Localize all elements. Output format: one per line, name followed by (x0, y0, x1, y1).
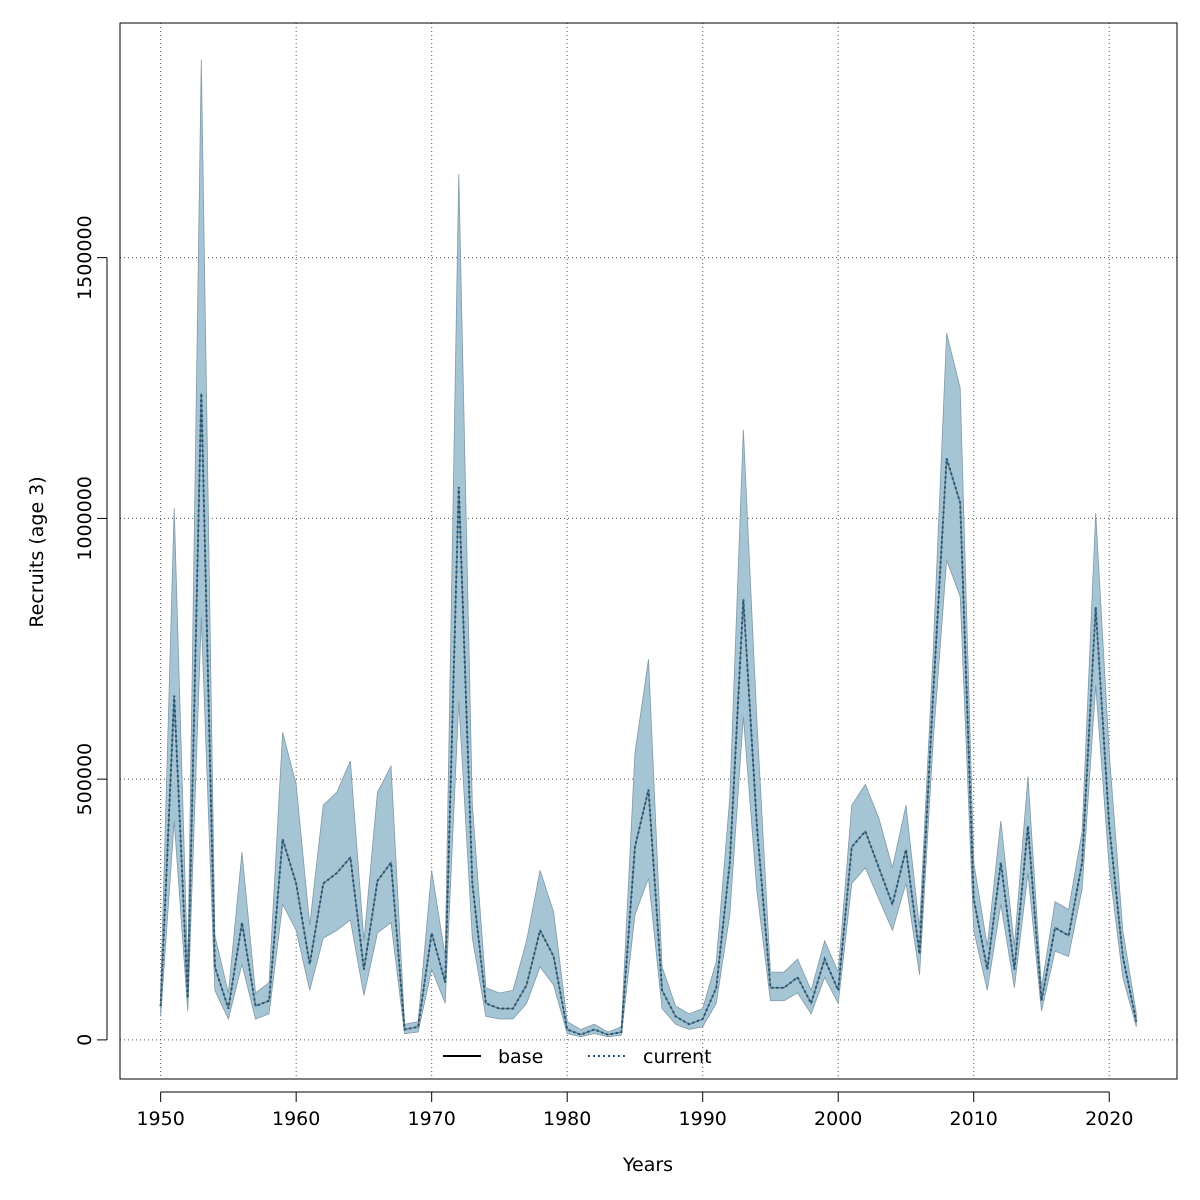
x-tick-label-5: 2000 (814, 1108, 862, 1130)
confidence-band (160, 59, 1137, 1038)
x-tick-label-7: 2020 (1085, 1108, 1133, 1130)
y-tick-label-3: 1500000 (74, 215, 96, 300)
x-axis: 1950 1960 1970 1980 1990 2000 2010 2020 (136, 1091, 1133, 1130)
legend-label-base: base (498, 1046, 543, 1068)
x-tick-label-0: 1950 (136, 1108, 184, 1130)
x-tick-label-3: 1980 (543, 1108, 591, 1130)
x-tick-label-6: 2010 (950, 1108, 998, 1130)
x-tick-label-2: 1970 (407, 1108, 455, 1130)
x-tick-label-4: 1990 (679, 1108, 727, 1130)
legend: base current (443, 1046, 712, 1068)
series-layer (159, 393, 1138, 1036)
plot-frame (119, 22, 1178, 1080)
y-axis-title: Recruits (age 3) (26, 476, 48, 627)
y-axis: 0 500000 1000000 1500000 (74, 215, 108, 1046)
confidence-band-layer (160, 59, 1137, 1038)
legend-label-current: current (643, 1046, 712, 1068)
series-line-current (159, 393, 1138, 1036)
y-tick-label-0: 0 (74, 1034, 96, 1046)
x-axis-title: Years (622, 1154, 673, 1176)
grid-lines (120, 23, 1177, 1079)
y-tick-label-2: 1000000 (74, 476, 96, 561)
x-tick-label-1: 1960 (272, 1108, 320, 1130)
y-tick-label-1: 500000 (74, 743, 96, 816)
